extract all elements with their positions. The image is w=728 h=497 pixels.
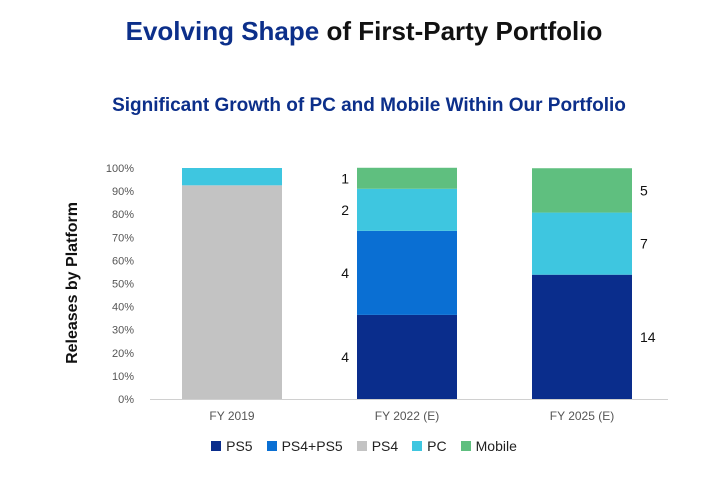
bar-segment-pc bbox=[532, 212, 632, 275]
x-tick-label: FY 2025 (E) bbox=[550, 409, 614, 423]
legend-item: PS4 bbox=[356, 438, 399, 454]
bars-group bbox=[182, 167, 632, 399]
data-label: 1 bbox=[341, 170, 349, 186]
stacked-bar-chart: 0% 10% 20% 30% 40% 50% 60% 70% 80% 90% 100% 4 4 2 1 14… bbox=[64, 163, 668, 423]
y-tick-label: 60% bbox=[112, 255, 134, 267]
legend-swatch bbox=[211, 441, 222, 451]
y-tick-label: 0% bbox=[118, 394, 134, 406]
page-title-accent: Evolving Shape bbox=[125, 16, 320, 46]
data-label: 4 bbox=[341, 349, 349, 365]
bar-segment-ps4 bbox=[182, 185, 282, 399]
y-tick-label: 40% bbox=[112, 302, 134, 314]
legend-swatch bbox=[356, 441, 367, 451]
bar-segment-ps4-ps5 bbox=[357, 230, 457, 315]
data-label: 2 bbox=[341, 202, 349, 218]
y-tick-label: 100% bbox=[106, 163, 134, 175]
legend-label: PS4 bbox=[371, 438, 399, 454]
data-label: 5 bbox=[640, 182, 648, 198]
x-tick-label: FY 2019 bbox=[209, 409, 254, 423]
legend-item: PS4+PS5 bbox=[266, 438, 343, 454]
y-tick-label: 20% bbox=[112, 348, 134, 360]
legend-swatch bbox=[460, 441, 471, 451]
legend-swatch bbox=[266, 441, 277, 451]
bar-segment-mobile bbox=[532, 168, 632, 213]
bar-segment-ps5 bbox=[532, 274, 632, 399]
legend-label: Mobile bbox=[475, 438, 517, 454]
bar-segment-ps5 bbox=[357, 314, 457, 399]
y-tick-label: 50% bbox=[112, 279, 134, 291]
legend-item: PS5 bbox=[211, 438, 253, 454]
legend-swatch bbox=[412, 441, 423, 451]
data-label: 7 bbox=[640, 236, 648, 252]
y-tick-label: 30% bbox=[112, 325, 134, 337]
y-axis-label: Releases by Platform bbox=[64, 202, 81, 364]
legend-label: PS4+PS5 bbox=[281, 438, 343, 454]
data-label: 4 bbox=[341, 265, 349, 281]
page-title: Evolving Shape of First-Party Portfolio bbox=[0, 16, 728, 47]
legend-item: PC bbox=[412, 438, 447, 454]
y-tick-label: 80% bbox=[112, 209, 134, 221]
legend-label: PC bbox=[427, 438, 447, 454]
bar-segment-pc bbox=[182, 168, 282, 186]
bar-segment-mobile bbox=[357, 167, 457, 189]
x-tick-label: FY 2022 (E) bbox=[375, 409, 439, 423]
x-axis-ticks: FY 2019 FY 2022 (E) FY 2025 (E) bbox=[209, 409, 614, 423]
y-axis-ticks: 0% 10% 20% 30% 40% 50% 60% 70% 80% 90% 100% bbox=[106, 163, 134, 406]
y-tick-label: 70% bbox=[112, 232, 134, 244]
y-tick-label: 10% bbox=[112, 371, 134, 383]
legend-label: PS5 bbox=[226, 438, 253, 454]
legend-item: Mobile bbox=[460, 438, 517, 454]
y-tick-label: 90% bbox=[112, 186, 134, 198]
chart-title: Significant Growth of PC and Mobile With… bbox=[112, 95, 626, 116]
data-label: 14 bbox=[640, 329, 656, 345]
chart-legend: PS5 PS4+PS5 PS4 PC Mobile bbox=[0, 438, 728, 454]
bar-segment-pc bbox=[357, 188, 457, 231]
page-title-rest: of First-Party Portfolio bbox=[319, 16, 603, 46]
